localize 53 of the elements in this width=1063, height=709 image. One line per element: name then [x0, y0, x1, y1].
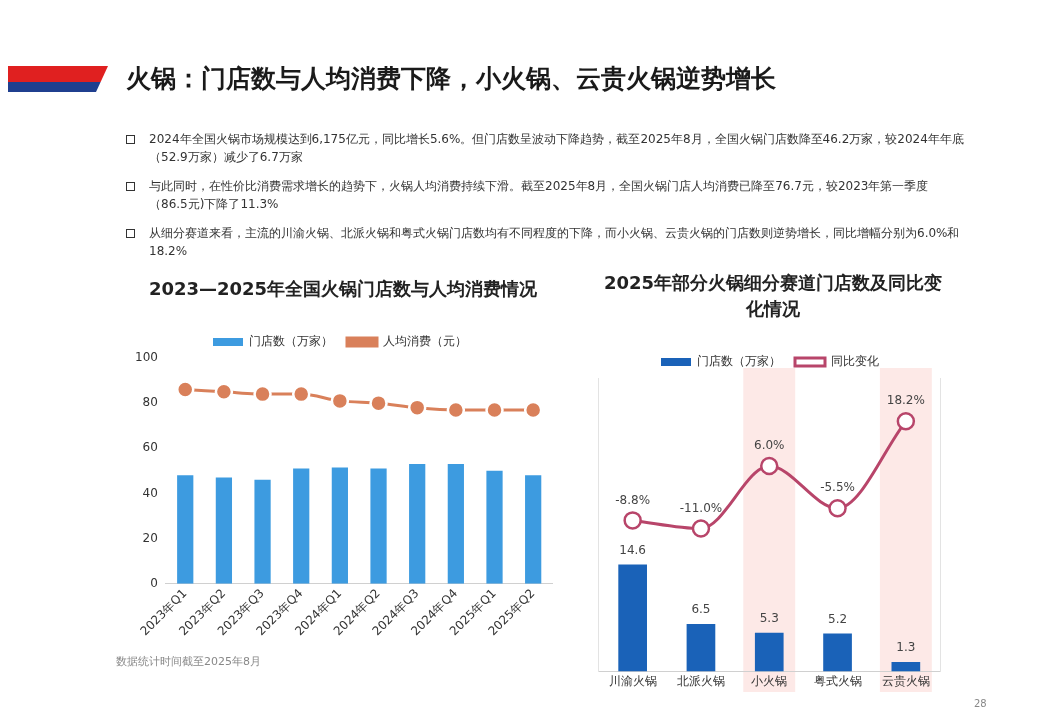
chart-title: 2025年部分火锅细分赛道门店数及同比变化情况 [603, 271, 943, 321]
point [485, 400, 504, 420]
x-tick-label: 小火锅 [751, 673, 788, 688]
data-label: 1.3 [896, 640, 916, 655]
point [896, 412, 916, 431]
bar [754, 632, 784, 672]
point [623, 511, 642, 530]
legend-label: 门店数（万家） [697, 354, 781, 369]
x-tick-label: 云贵火锅 [881, 673, 930, 688]
x-tick-label: 粤式火锅 [813, 673, 862, 688]
point [691, 519, 711, 538]
point [446, 400, 466, 420]
text: 与此同时，在性价比消费需求增长的趋势下，火锅人均消费持续下滑。截至2025年8月，全国火锅门店人均消费已降至76.7元，较2023年第一季度（86.5元)下降了11.3% [149, 178, 930, 213]
y-tick-label: 100 [135, 350, 158, 365]
point [407, 398, 427, 417]
text: 28 [974, 698, 987, 709]
point [760, 456, 779, 476]
y-tick-label: 0 [150, 575, 158, 590]
bar [618, 564, 647, 672]
x-tick-label: 川渝火锅 [608, 673, 657, 688]
data-label: -11.0% [679, 500, 723, 515]
data-label: 6.0% [754, 438, 785, 453]
text: 2024年全国火锅市场规模达到6,175亿元，同比增长5.6%。但门店数呈波动下降趋势，截至2025年8月，全国火锅门店数降至46.2万家，较2024年年底（52.9万家）减少了6.7万家 [149, 131, 965, 166]
y-tick-label: 80 [142, 395, 158, 410]
legend-label: 门店数（万家） [249, 334, 333, 349]
point [291, 384, 311, 404]
chart-title: 2023—2025年全国火锅门店数与人均消费情况 [147, 277, 539, 301]
point [175, 380, 195, 399]
data-label: 14.6 [619, 542, 647, 557]
bar [823, 633, 852, 672]
data-label: -8.8% [615, 492, 651, 507]
data-label: 18.2% [886, 393, 925, 408]
text: 从细分赛道来看，主流的川渝火锅、北派火锅和粤式火锅门店数均有不同程度的下降，而小火锅、云贵火锅的门店数则逆势增长，同比增幅分别为6.0%和18.2% [149, 225, 961, 260]
text: 火锅：门店数与人均消费下降，小火锅、云贵火锅逆势增长 [126, 63, 776, 95]
point [253, 384, 272, 404]
y-tick-label: 60 [142, 440, 158, 455]
point [330, 391, 350, 411]
point [369, 393, 388, 413]
data-label: 5.2 [828, 611, 848, 626]
data-label: -5.5% [820, 480, 855, 495]
text: 数据统计时间截至2025年8月 [116, 654, 261, 669]
y-tick-label: 40 [142, 485, 158, 500]
data-label: 5.3 [759, 610, 779, 625]
x-tick-label: 北派火锅 [676, 673, 725, 688]
y-tick-label: 20 [142, 530, 158, 545]
bar [686, 623, 716, 672]
point [214, 382, 234, 402]
data-label: 6.5 [691, 602, 711, 617]
point [523, 400, 543, 420]
legend-label: 同比变化 [831, 354, 879, 369]
point [828, 499, 847, 518]
bar [891, 662, 921, 672]
legend-label: 人均消费（元） [383, 334, 467, 349]
